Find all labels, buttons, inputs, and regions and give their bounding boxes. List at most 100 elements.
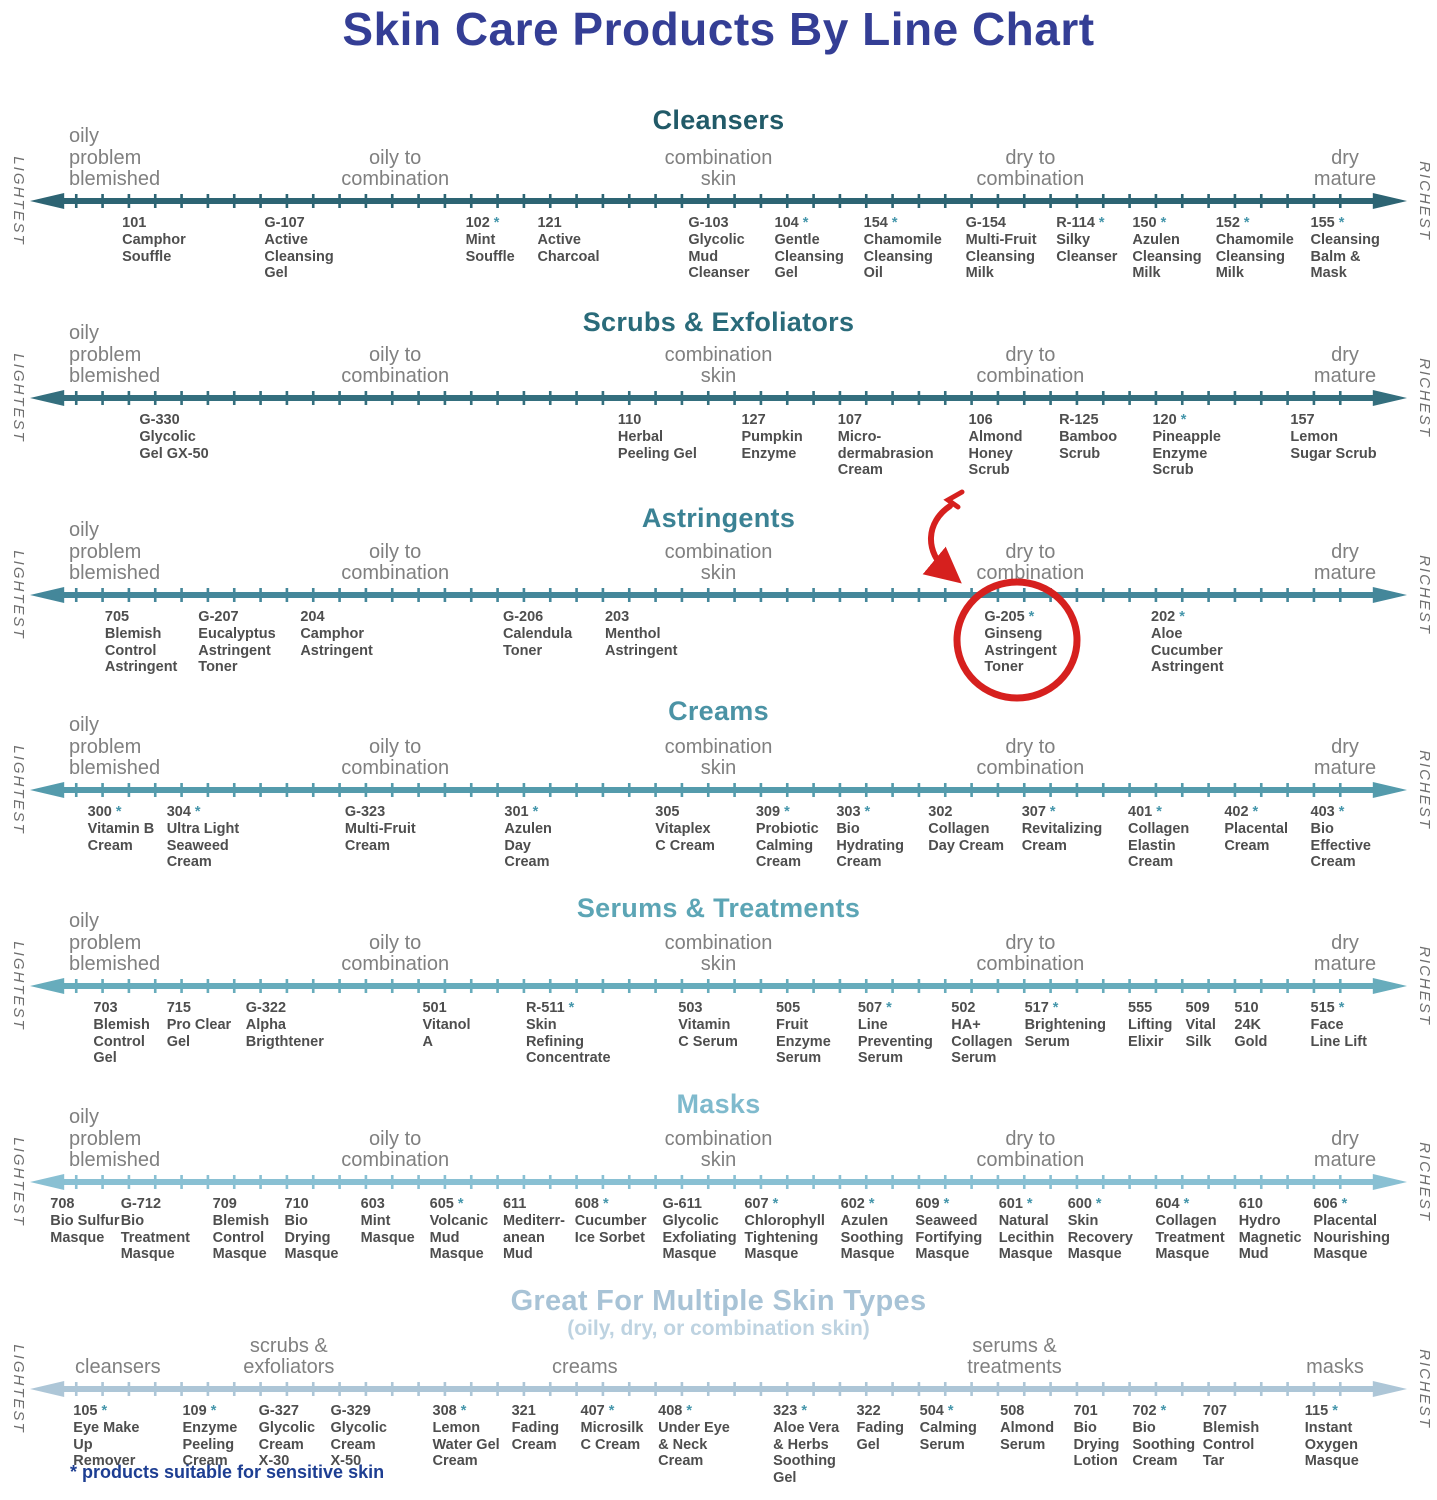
skin-type-label: dry to combination <box>976 1127 1085 1172</box>
sensitive-asterisk-icon: * <box>1179 1196 1190 1212</box>
product-name: Vitanol A <box>422 1016 471 1050</box>
product-name: Vitamin B Cream <box>87 820 155 854</box>
product-705: 705 Blemish Control Astringent <box>105 609 207 676</box>
richness-axis <box>30 1170 1407 1194</box>
product-code: 323 * <box>773 1403 807 1419</box>
product-name: Line Preventing Serum <box>857 1016 933 1067</box>
skin-type-label: oily to combination <box>341 146 450 191</box>
sensitive-asterisk-icon: * <box>97 1403 108 1419</box>
product-name: Herbal Peeling Gel <box>617 428 697 462</box>
product-code: G-103 <box>688 215 729 231</box>
product-508: 508 Almond Serum <box>1000 1403 1102 1453</box>
product-305: 305 Vitaplex C Cream <box>655 804 757 854</box>
skin-type-label: oily problem blemished <box>68 714 161 780</box>
product-name: Alpha Brigthtener <box>245 1016 324 1050</box>
product-name: Glycolic Mud Cleanser <box>688 231 750 282</box>
product-name: Lemon Sugar Scrub <box>1290 428 1377 462</box>
product-name: Enzyme Peeling Cream <box>182 1419 238 1470</box>
skin-type-label: combination skin <box>664 146 773 191</box>
product-R-125: R-125 Bamboo Scrub <box>1059 412 1161 462</box>
product-name: Lifting Elixir <box>1128 1016 1173 1050</box>
section-masks: Masks oily problem blemished oily to combi… <box>0 1089 1437 1289</box>
product-name: Probiotic Calming Cream <box>755 820 819 871</box>
product-name: Bio Soothing Cream <box>1132 1419 1196 1470</box>
product-code: 510 <box>1234 1000 1259 1016</box>
product-505: 505 Fruit Enzyme Serum <box>776 1000 878 1067</box>
product-G-323: G-323 Multi-Fruit Cream <box>345 804 447 854</box>
product-name: Calendula Toner <box>502 625 573 659</box>
skin-type-label: cleansers <box>75 1356 161 1379</box>
product-name: Bio Sulfur Masque <box>50 1212 120 1246</box>
product-607: 607 * Chlorophyll Tightening Masque <box>744 1196 846 1263</box>
product-605: 605 * Volcanic Mud Masque <box>430 1196 532 1263</box>
section-title-serums-treatments: Serums & Treatments <box>576 893 861 923</box>
product-302: 302 Collagen Day Cream <box>928 804 1030 854</box>
product-code: 322 <box>856 1403 881 1419</box>
sensitive-asterisk-icon: * <box>797 1403 807 1419</box>
product-502: 502 HA+ Collagen Serum <box>951 1000 1053 1067</box>
product-403: 403 * Bio Effective Cream <box>1311 804 1413 871</box>
product-name: Active Cleansing Gel <box>264 231 334 282</box>
product-name: Micro- dermabrasion Cream <box>837 428 934 479</box>
product-code: G-323 <box>344 804 386 820</box>
product-name: Pineapple Enzyme Scrub <box>1152 428 1221 479</box>
section-title-astringents: Astringents <box>641 503 796 533</box>
product-322: 322 Fading Gel <box>856 1403 958 1453</box>
product-name: Aloe Vera & Herbs Soothing Gel <box>773 1419 840 1487</box>
lightest-label: LIGHTEST <box>10 941 27 1031</box>
product-307: 307 * Revitalizing Cream <box>1022 804 1124 854</box>
product-308: 308 * Lemon Water Gel Cream <box>433 1403 535 1470</box>
product-name: Revitalizing Cream <box>1021 820 1103 854</box>
product-code: 502 <box>951 1000 976 1016</box>
skin-type-label: dry mature <box>1313 1127 1377 1172</box>
product-name: Vitamin C Serum <box>678 1016 738 1050</box>
product-G-205: G-205 * Ginseng Astringent Toner <box>984 609 1086 676</box>
product-code: 505 <box>775 1000 801 1016</box>
product-code: 701 <box>1073 1403 1098 1419</box>
product-202: 202 * Aloe Cucumber Astringent <box>1151 609 1253 676</box>
product-name: Microsilk C Cream <box>580 1419 644 1453</box>
product-715: 715 Pro Clear Gel <box>167 1000 269 1050</box>
product-code: 606 * <box>1313 1196 1348 1212</box>
product-name: Hydro Magnetic Mud <box>1238 1212 1302 1263</box>
product-code: 611 <box>502 1196 527 1212</box>
product-name: Bio Drying Masque <box>284 1212 339 1263</box>
product-101: 101 Camphor Souffle <box>122 215 224 265</box>
product-code: G-611 <box>662 1196 702 1212</box>
product-309: 309 * Probiotic Calming Cream <box>756 804 858 871</box>
product-name: Bio Effective Cream <box>1310 820 1371 871</box>
product-code: 127 <box>741 412 766 428</box>
product-code: R-114 * <box>1056 215 1105 231</box>
section-title-cleansers: Cleansers <box>652 105 785 135</box>
section-scrubs-exfoliators: Scrubs & Exfoliators oily problem blemish… <box>0 307 1437 507</box>
product-code: 202 * <box>1151 609 1185 625</box>
product-name: Chamomile Cleansing Oil <box>863 231 942 282</box>
product-507: 507 * Line Preventing Serum <box>858 1000 960 1067</box>
product-707: 707 Blemish Control Tar <box>1203 1403 1305 1470</box>
product-name: Gentle Cleansing Gel <box>774 231 844 282</box>
product-code: 120 * <box>1152 412 1187 428</box>
sensitive-asterisk-icon: * <box>1091 1196 1102 1212</box>
product-304: 304 * Ultra Light Seaweed Cream <box>167 804 269 871</box>
product-104: 104 * Gentle Cleansing Gel <box>775 215 877 282</box>
richness-axis <box>30 189 1407 213</box>
product-517: 517 * Brightening Serum <box>1025 1000 1127 1050</box>
sensitive-asterisk-icon: * <box>768 1196 779 1212</box>
axis-arrow-icon <box>30 390 1407 406</box>
product-code: 155 * <box>1310 215 1345 231</box>
sensitive-asterisk-icon: * <box>1248 804 1259 820</box>
product-code: 150 * <box>1132 215 1167 231</box>
product-code: 610 <box>1238 1196 1263 1212</box>
product-603: 603 Mint Masque <box>361 1196 463 1246</box>
product-509: 509 Vital Silk <box>1186 1000 1288 1050</box>
sensitive-asterisk-icon: * <box>1022 1196 1033 1212</box>
section-subtitle: (oily, dry, or combination skin) <box>567 1317 870 1340</box>
sensitive-asterisk-icon: * <box>564 1000 575 1016</box>
product-G-330: G-330 Glycolic Gel GX-50 <box>139 412 241 462</box>
sensitive-asterisk-icon: * <box>1156 1403 1167 1419</box>
axis-arrow-icon <box>30 587 1407 603</box>
product-name: Glycolic Cream X-50 <box>330 1419 387 1470</box>
product-name: Azulen Day Cream <box>504 820 552 871</box>
product-name: Vitaplex C Cream <box>655 820 715 854</box>
product-code: 408 * <box>658 1403 693 1419</box>
